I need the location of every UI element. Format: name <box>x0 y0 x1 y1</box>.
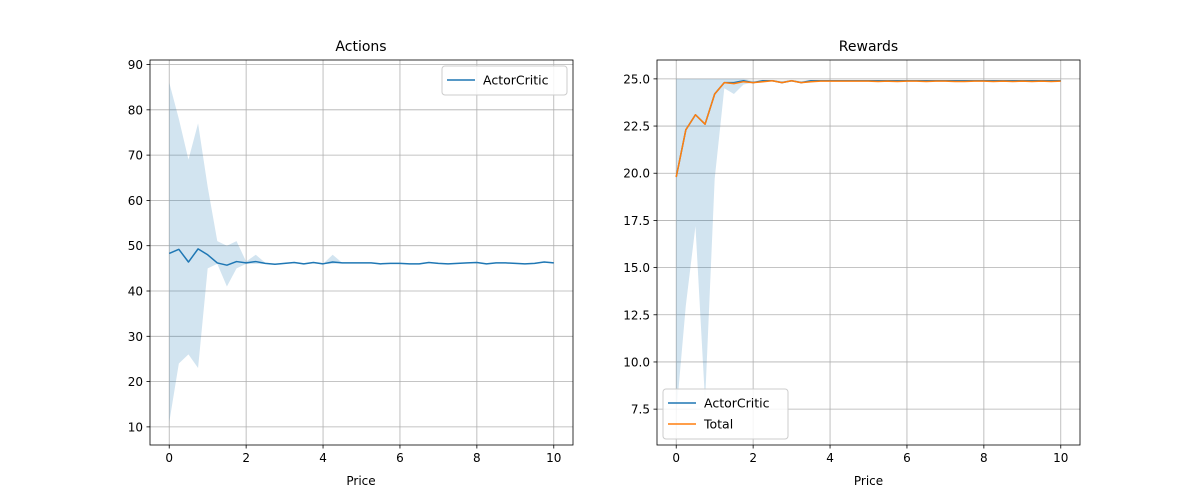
rewards-x-axis-label: Price <box>854 474 883 488</box>
actions-x-tick-label: 4 <box>319 451 327 465</box>
rewards-x-tick-label: 10 <box>1053 451 1068 465</box>
actions-x-tick-label: 2 <box>242 451 250 465</box>
rewards-y-tick-label: 25.0 <box>623 72 650 86</box>
actions-chart-title: Actions <box>335 39 386 55</box>
actions-chart: Actions 0 2 4 6 8 10 10 20 30 40 50 60 70 80 90 ActorCr… <box>128 39 574 488</box>
actions-y-tick-label: 80 <box>128 103 143 117</box>
rewards-chart: Rewards 0 2 4 6 8 10 7.5 10.0 12.5 15.0 17.5 20.0 22… <box>623 39 1081 488</box>
actions-x-tick-label: 0 <box>165 451 173 465</box>
rewards-y-tick-label: 10.0 <box>623 355 650 369</box>
rewards-x-tick-label: 2 <box>749 451 757 465</box>
rewards-y-tick-label: 17.5 <box>623 214 650 228</box>
actions-x-tick-label: 6 <box>396 451 404 465</box>
actions-plot-area: 0 2 4 6 8 10 10 20 30 40 50 60 70 80 90 ActorCritic <box>128 58 574 465</box>
rewards-x-tick-label: 6 <box>903 451 911 465</box>
rewards-y-tick-label: 15.0 <box>623 261 650 275</box>
actions-x-axis-label: Price <box>346 474 375 488</box>
actions-axes-frame <box>149 59 574 446</box>
actions-y-tick-label: 90 <box>128 58 143 72</box>
rewards-y-tick-label: 12.5 <box>623 308 650 322</box>
rewards-y-tick-label: 20.0 <box>623 167 650 181</box>
rewards-legend-label: Total <box>703 417 733 432</box>
actions-y-tick-label: 20 <box>128 375 143 389</box>
rewards-legend-label: ActorCritic <box>704 396 770 411</box>
actions-x-tick-label: 10 <box>546 451 561 465</box>
actions-series-0-line <box>168 248 554 266</box>
actions-x-tick-label: 8 <box>473 451 481 465</box>
rewards-plot-area: 0 2 4 6 8 10 7.5 10.0 12.5 15.0 17.5 20.0 22.5 25.0 Ac… <box>623 59 1081 465</box>
rewards-series-1-line <box>675 80 1061 178</box>
rewards-axes-frame <box>656 59 1081 446</box>
rewards-legend-box <box>662 388 789 440</box>
rewards-x-tick-label: 0 <box>672 451 680 465</box>
rewards-y-tick-label: 7.5 <box>631 403 650 417</box>
actions-y-tick-label: 10 <box>128 420 143 434</box>
rewards-x-tick-label: 4 <box>826 451 834 465</box>
actions-y-tick-label: 30 <box>128 330 143 344</box>
rewards-series-0-confidence-band <box>676 78 1061 415</box>
actions-legend-label: ActorCritic <box>483 73 549 88</box>
actions-y-tick-label: 40 <box>128 285 143 299</box>
rewards-chart-title: Rewards <box>839 39 898 55</box>
actions-y-tick-label: 60 <box>128 194 143 208</box>
rewards-x-tick-label: 8 <box>980 451 988 465</box>
actions-y-tick-label: 70 <box>128 149 143 163</box>
actions-legend-box <box>441 65 568 96</box>
rewards-y-tick-label: 22.5 <box>623 120 650 134</box>
actions-y-tick-label: 50 <box>128 239 143 253</box>
